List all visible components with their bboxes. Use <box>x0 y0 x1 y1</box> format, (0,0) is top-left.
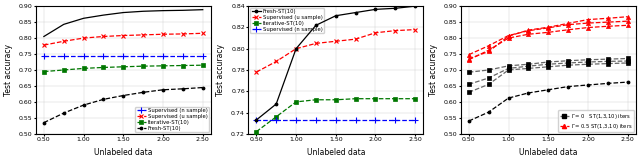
Supervised (n sample) <box>392 119 399 121</box>
Fresh-ST(10) <box>352 12 360 14</box>
Legend: Supervised (n sample), Supervised (u sample), Iterative-ST(10), Fresh-ST(10): Supervised (n sample), Supervised (u sam… <box>135 107 209 132</box>
Supervised (u sample) <box>312 43 320 44</box>
Fresh-ST(10) <box>80 104 88 106</box>
Fresh-ST(10) <box>292 48 300 50</box>
Supervised (u sample) <box>179 33 187 35</box>
Y-axis label: Test accuracy: Test accuracy <box>4 44 13 96</box>
X-axis label: Unlabeled data: Unlabeled data <box>94 148 152 157</box>
Iterative-ST(10) <box>40 71 48 73</box>
X-axis label: Unlabeled data: Unlabeled data <box>519 148 577 157</box>
Fresh-ST(10) <box>253 119 260 121</box>
Supervised (n sample) <box>312 119 320 121</box>
Iterative-ST(10) <box>253 131 260 133</box>
Y-axis label: Test accuracy: Test accuracy <box>429 44 438 96</box>
Supervised (n sample) <box>253 119 260 121</box>
Fresh-ST(10) <box>140 91 147 93</box>
Legend: Fresh-ST(10), Supervised (u sample), Iterative-ST(10), Supervised (n sample): Fresh-ST(10), Supervised (u sample), Ite… <box>250 8 324 33</box>
Supervised (n sample) <box>332 119 340 121</box>
Iterative-ST(10) <box>352 98 360 100</box>
Fresh-ST(10) <box>372 8 380 10</box>
Supervised (n sample) <box>159 55 167 57</box>
Iterative-ST(10) <box>80 67 88 69</box>
Supervised (u sample) <box>100 36 108 38</box>
Iterative-ST(10) <box>140 65 147 67</box>
Legend: $\Gamma = 0$   ST(1,3,10) iters, $\Gamma = 0.5$ ST(1,3,10) iters: $\Gamma = 0$ ST(1,3,10) iters, $\Gamma =… <box>558 110 634 132</box>
Supervised (n sample) <box>80 55 88 57</box>
Iterative-ST(10) <box>273 116 280 118</box>
Fresh-ST(10) <box>159 89 167 91</box>
Supervised (n sample) <box>100 55 108 57</box>
Fresh-ST(10) <box>40 122 48 124</box>
Supervised (u sample) <box>392 30 399 32</box>
Supervised (n sample) <box>199 55 207 57</box>
Iterative-ST(10) <box>392 98 399 100</box>
Supervised (u sample) <box>40 44 48 46</box>
Supervised (u sample) <box>60 40 68 42</box>
Supervised (n sample) <box>292 119 300 121</box>
Line: Supervised (u sample): Supervised (u sample) <box>254 27 418 75</box>
Supervised (u sample) <box>412 29 419 31</box>
Fresh-ST(10) <box>412 5 419 7</box>
Supervised (u sample) <box>273 61 280 62</box>
Supervised (u sample) <box>352 38 360 40</box>
Supervised (n sample) <box>140 55 147 57</box>
Fresh-ST(10) <box>179 88 187 90</box>
Supervised (u sample) <box>159 33 167 35</box>
Supervised (n sample) <box>273 119 280 121</box>
Iterative-ST(10) <box>372 98 380 100</box>
Supervised (n sample) <box>40 55 48 57</box>
Supervised (u sample) <box>253 71 260 73</box>
Fresh-ST(10) <box>199 87 207 89</box>
Line: Supervised (u sample): Supervised (u sample) <box>42 31 205 47</box>
Supervised (u sample) <box>332 40 340 42</box>
Line: Iterative-ST(10): Iterative-ST(10) <box>42 63 205 73</box>
Iterative-ST(10) <box>159 65 167 67</box>
Fresh-ST(10) <box>332 15 340 17</box>
Supervised (n sample) <box>120 55 127 57</box>
Line: Fresh-ST(10): Fresh-ST(10) <box>254 4 418 122</box>
Supervised (u sample) <box>140 34 147 36</box>
X-axis label: Unlabeled data: Unlabeled data <box>307 148 365 157</box>
Fresh-ST(10) <box>100 98 108 100</box>
Iterative-ST(10) <box>60 69 68 71</box>
Supervised (u sample) <box>292 48 300 50</box>
Line: Fresh-ST(10): Fresh-ST(10) <box>42 85 205 125</box>
Iterative-ST(10) <box>412 98 419 100</box>
Iterative-ST(10) <box>100 66 108 68</box>
Fresh-ST(10) <box>392 7 399 9</box>
Supervised (n sample) <box>352 119 360 121</box>
Y-axis label: Test accuracy: Test accuracy <box>216 44 225 96</box>
Line: Supervised (n sample): Supervised (n sample) <box>41 53 205 58</box>
Fresh-ST(10) <box>273 103 280 105</box>
Fresh-ST(10) <box>312 24 320 26</box>
Supervised (n sample) <box>179 55 187 57</box>
Supervised (n sample) <box>412 119 419 121</box>
Iterative-ST(10) <box>332 99 340 101</box>
Iterative-ST(10) <box>292 101 300 103</box>
Supervised (n sample) <box>372 119 380 121</box>
Fresh-ST(10) <box>60 112 68 114</box>
Line: Iterative-ST(10): Iterative-ST(10) <box>255 97 417 133</box>
Supervised (u sample) <box>372 32 380 34</box>
Supervised (u sample) <box>120 35 127 37</box>
Iterative-ST(10) <box>312 99 320 101</box>
Supervised (u sample) <box>80 37 88 39</box>
Iterative-ST(10) <box>179 65 187 66</box>
Supervised (u sample) <box>199 32 207 34</box>
Iterative-ST(10) <box>120 66 127 68</box>
Iterative-ST(10) <box>199 64 207 66</box>
Fresh-ST(10) <box>120 95 127 96</box>
Line: Supervised (n sample): Supervised (n sample) <box>253 117 418 123</box>
Supervised (n sample) <box>60 55 68 57</box>
